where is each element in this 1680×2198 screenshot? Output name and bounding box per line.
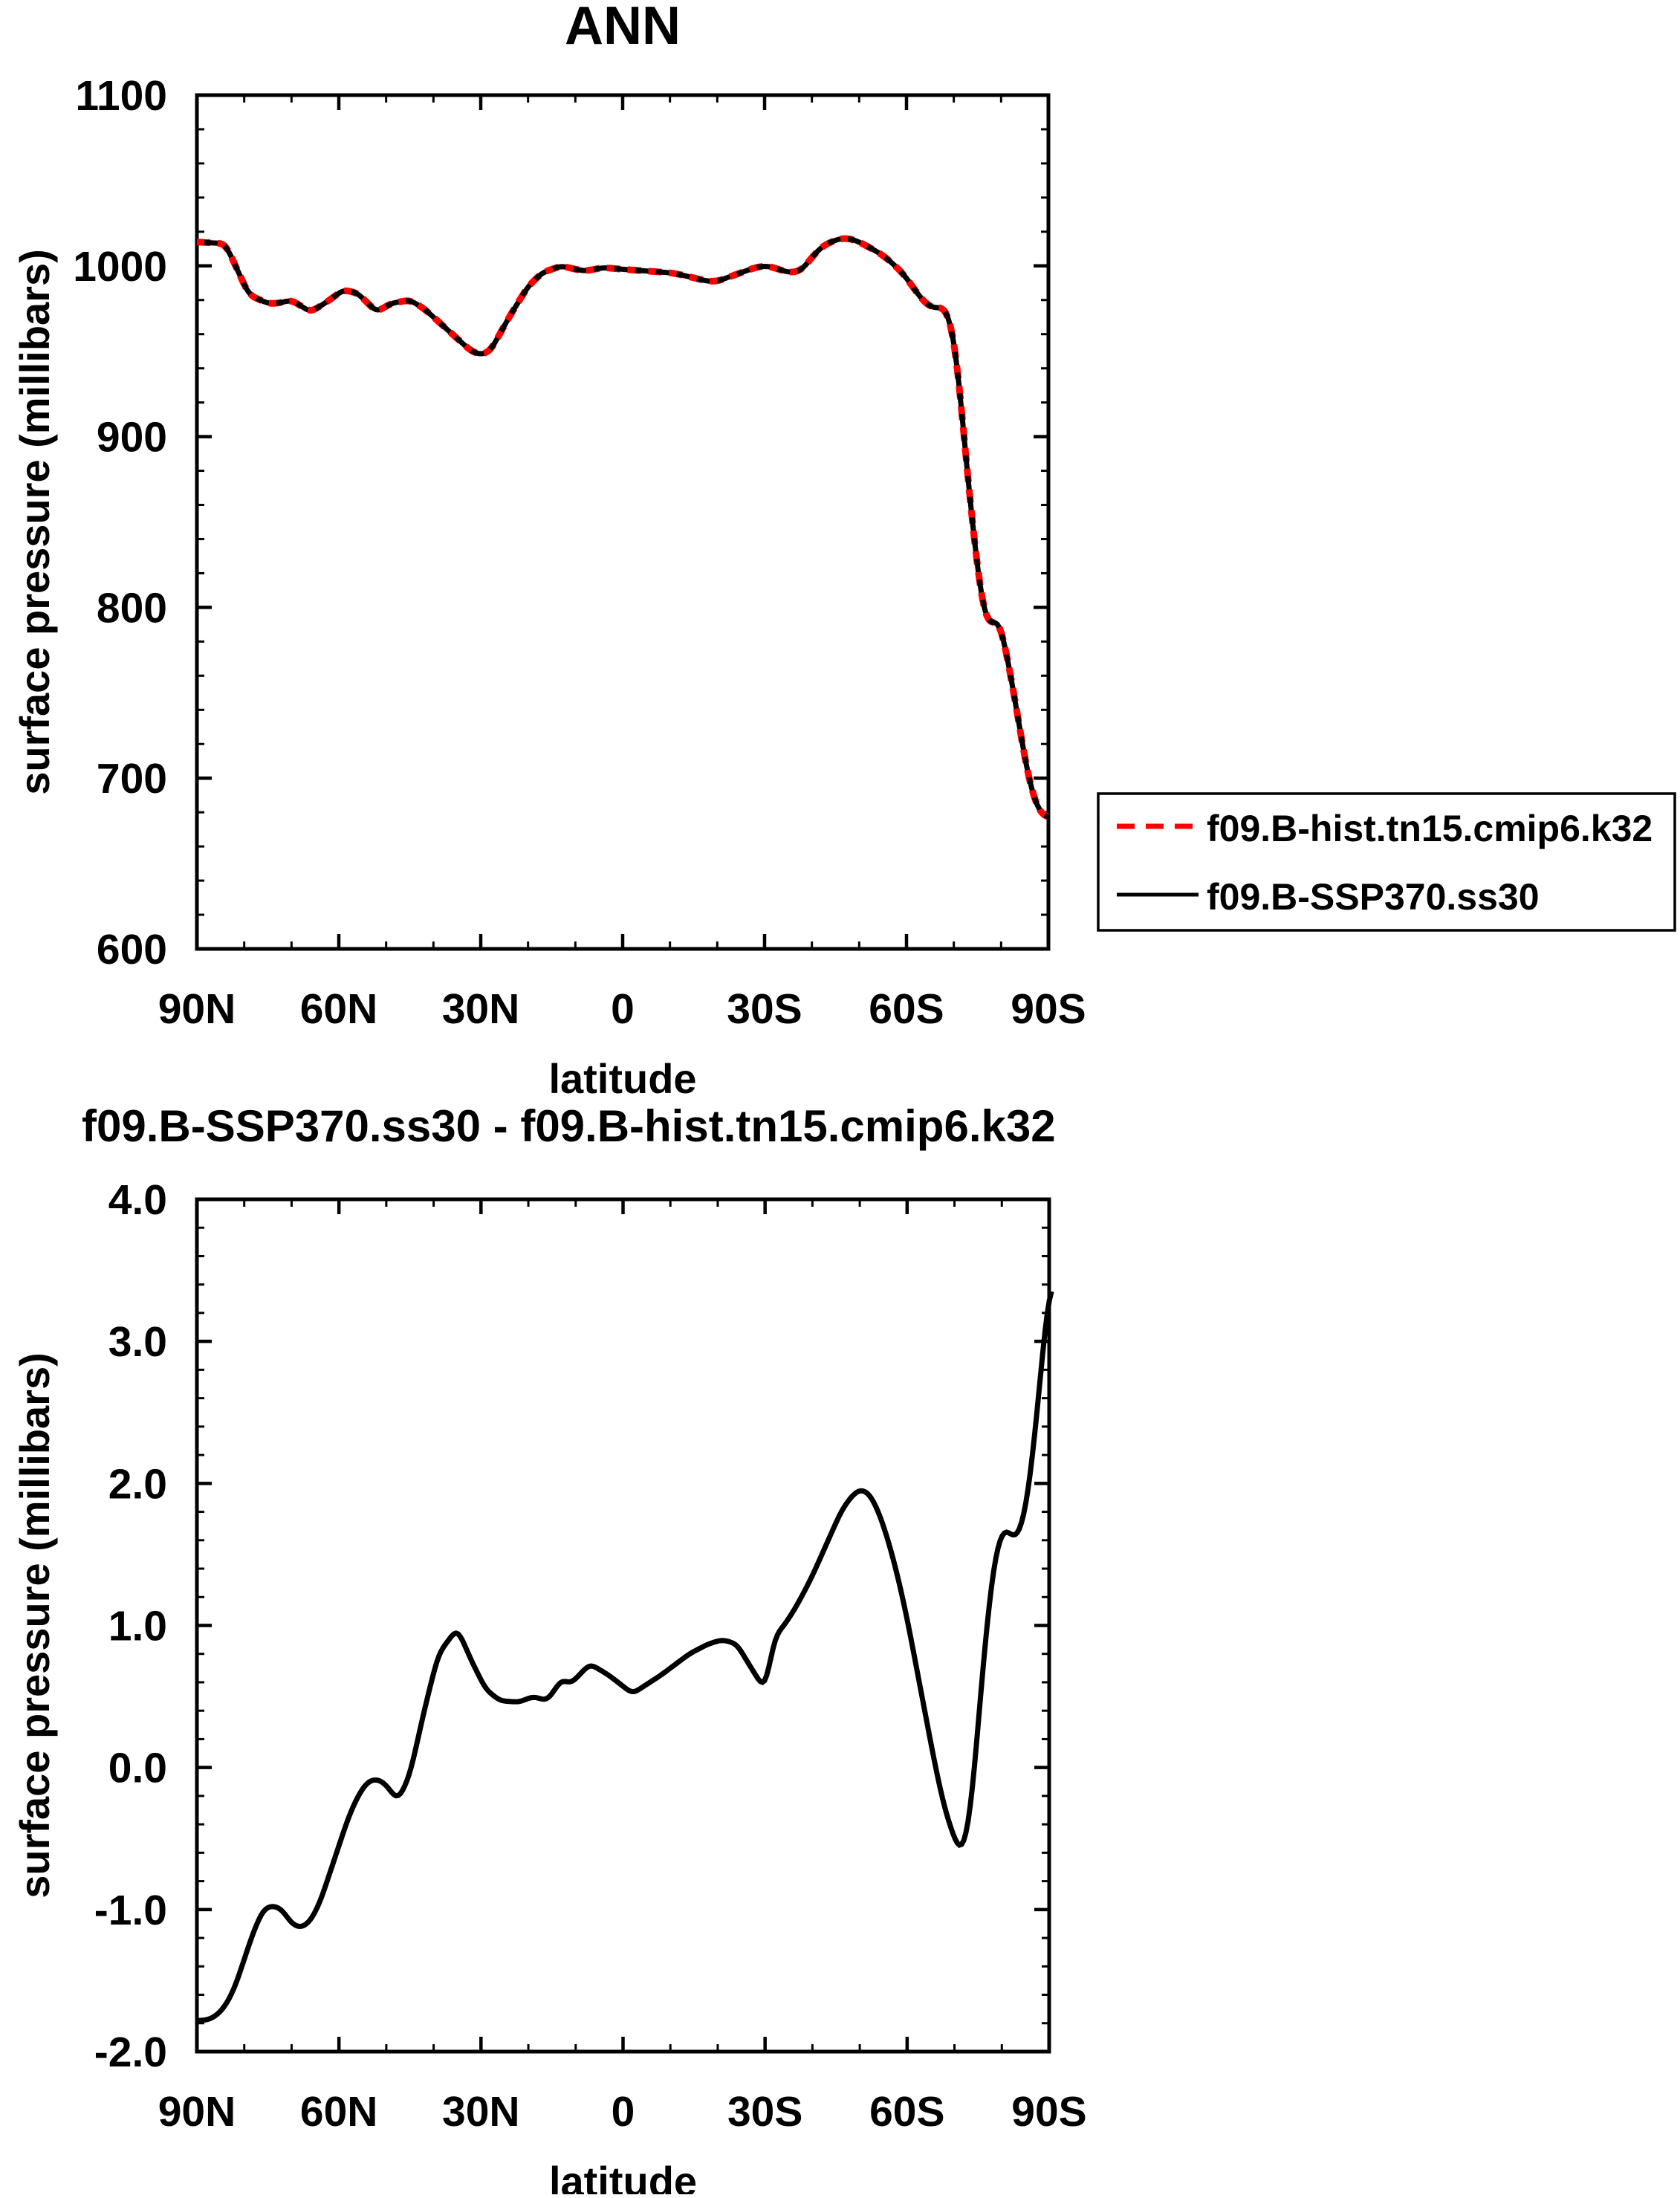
svg-text:1000: 1000: [73, 243, 167, 291]
svg-text:60S: 60S: [869, 985, 944, 1033]
svg-text:f09.B-SSP370.ss30 - f09.B-hist: f09.B-SSP370.ss30 - f09.B-hist.tn15.cmip…: [82, 1101, 1056, 1151]
svg-text:4.0: 4.0: [108, 1176, 167, 1224]
svg-text:30N: 30N: [442, 985, 520, 1033]
svg-text:f09.B-hist.tn15.cmip6.k32: f09.B-hist.tn15.cmip6.k32: [1207, 808, 1653, 849]
svg-text:0.0: 0.0: [108, 1745, 167, 1792]
svg-text:60N: 60N: [300, 985, 378, 1033]
svg-text:30N: 30N: [442, 2088, 520, 2136]
svg-text:f09.B-SSP370.ss30: f09.B-SSP370.ss30: [1207, 876, 1540, 918]
svg-text:30S: 30S: [727, 2088, 802, 2136]
svg-text:2.0: 2.0: [108, 1460, 167, 1508]
svg-text:800: 800: [97, 584, 167, 632]
svg-text:latitude: latitude: [549, 2158, 697, 2194]
svg-text:90N: 90N: [158, 985, 236, 1033]
svg-text:0: 0: [611, 985, 635, 1033]
svg-text:0: 0: [612, 2088, 635, 2136]
svg-text:ANN: ANN: [565, 0, 681, 56]
svg-text:-1.0: -1.0: [94, 1887, 167, 1934]
svg-text:1.0: 1.0: [108, 1603, 167, 1650]
svg-text:90S: 90S: [1011, 2088, 1086, 2136]
svg-text:30S: 30S: [727, 985, 802, 1033]
svg-text:600: 600: [97, 926, 167, 973]
svg-text:60N: 60N: [300, 2088, 378, 2136]
svg-text:3.0: 3.0: [108, 1318, 167, 1366]
svg-text:latitude: latitude: [548, 1055, 696, 1102]
svg-text:surface pressure (millibars): surface pressure (millibars): [11, 1352, 58, 1899]
svg-text:surface pressure (millibars): surface pressure (millibars): [11, 249, 58, 795]
svg-text:700: 700: [97, 755, 167, 803]
svg-text:90S: 90S: [1011, 985, 1086, 1033]
svg-text:900: 900: [97, 414, 167, 461]
svg-text:1100: 1100: [75, 72, 167, 120]
svg-text:60S: 60S: [869, 2088, 944, 2136]
svg-text:-2.0: -2.0: [94, 2029, 167, 2076]
svg-text:90N: 90N: [158, 2088, 236, 2136]
